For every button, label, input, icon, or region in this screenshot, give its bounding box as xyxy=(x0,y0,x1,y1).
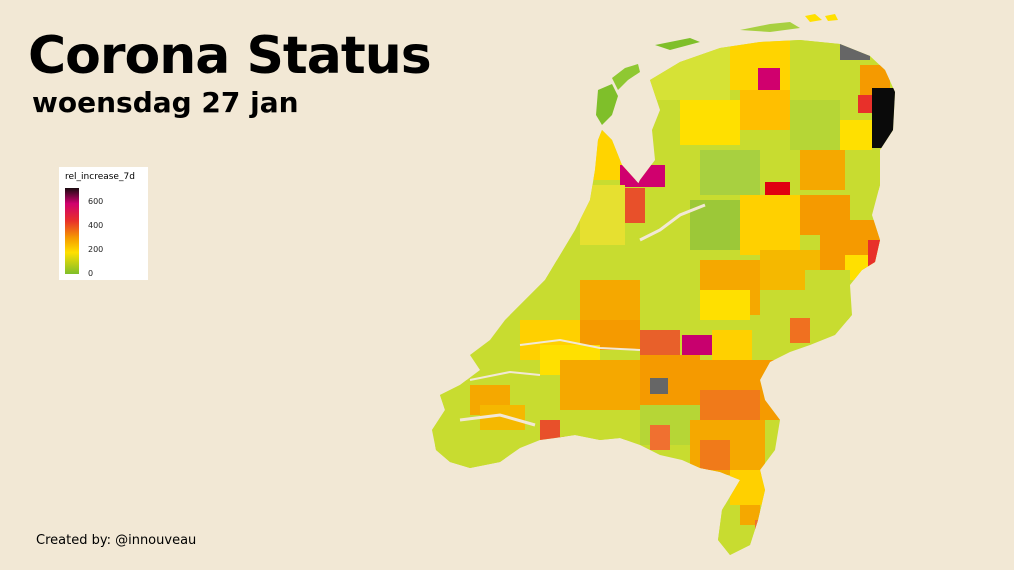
legend-title: rel_increase_7d xyxy=(65,172,135,182)
legend-tick xyxy=(79,250,83,251)
legend: rel_increase_7d 600 400 200 0 xyxy=(59,167,148,280)
netherlands-choropleth-map xyxy=(432,14,895,555)
legend-color-bar xyxy=(65,188,79,274)
legend-label-600: 600 xyxy=(88,197,104,206)
legend-label-400: 400 xyxy=(88,221,104,230)
page-subtitle: woensdag 27 jan xyxy=(32,86,299,119)
legend-tick xyxy=(79,226,83,227)
credit-text: Created by: @innouveau xyxy=(36,533,197,548)
page-title: Corona Status xyxy=(28,26,432,86)
legend-tick xyxy=(79,202,83,203)
legend-label-200: 200 xyxy=(88,245,104,254)
legend-label-0: 0 xyxy=(88,269,94,278)
